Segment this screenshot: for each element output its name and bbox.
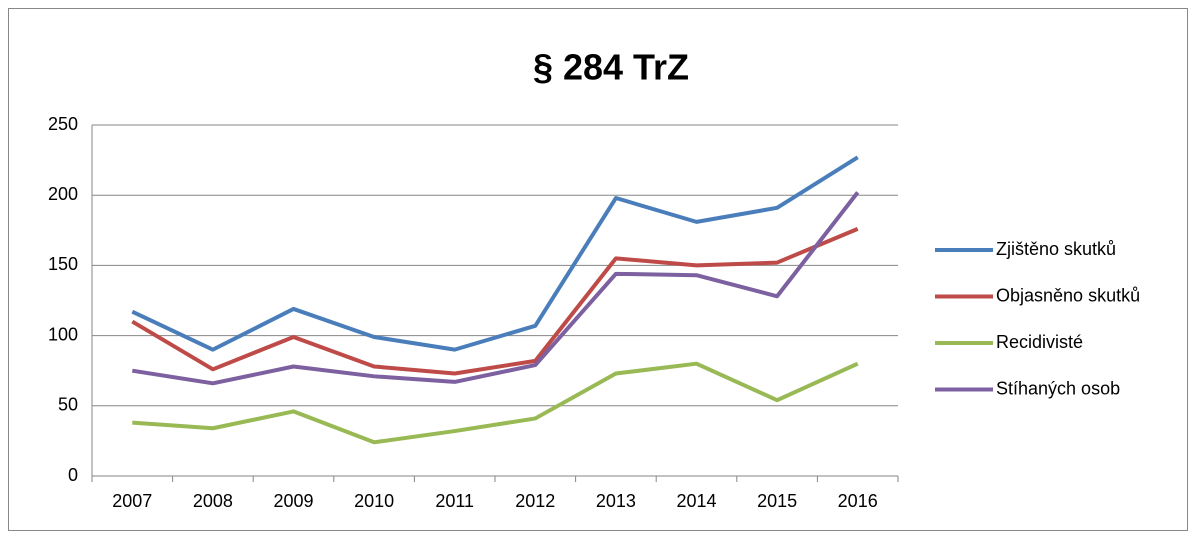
- x-tick-label: 2013: [596, 491, 636, 511]
- series-line: [131, 155, 859, 352]
- legend-label: Recidivisté: [996, 332, 1083, 352]
- x-tick-label: 2009: [273, 491, 313, 511]
- series-line: [132, 361, 859, 445]
- y-tick-label: 50: [58, 395, 78, 415]
- x-tick-label: 2016: [838, 491, 878, 511]
- x-tick-label: 2007: [112, 491, 152, 511]
- y-tick-label: 100: [48, 324, 78, 344]
- y-tick-label: 200: [48, 184, 78, 204]
- x-tick-label: 2012: [515, 491, 555, 511]
- chart-title: § 284 TrZ: [533, 47, 689, 88]
- legend-label: Stíhaných osob: [996, 378, 1120, 398]
- x-tick-label: 2011: [435, 491, 474, 511]
- y-tick-label: 0: [68, 465, 78, 485]
- y-tick-label: 250: [48, 114, 78, 134]
- x-tick-label: 2014: [676, 491, 716, 511]
- x-tick-label: 2015: [757, 491, 797, 511]
- chart-border: [8, 8, 1188, 531]
- series-line: [131, 227, 859, 376]
- series-line: [131, 191, 860, 386]
- x-tick-label: 2010: [354, 491, 394, 511]
- legend-label: Zjištěno skutků: [996, 239, 1116, 259]
- legend-label: Objasněno skutků: [996, 285, 1140, 305]
- y-tick-label: 150: [48, 254, 78, 274]
- x-tick-label: 2008: [193, 491, 233, 511]
